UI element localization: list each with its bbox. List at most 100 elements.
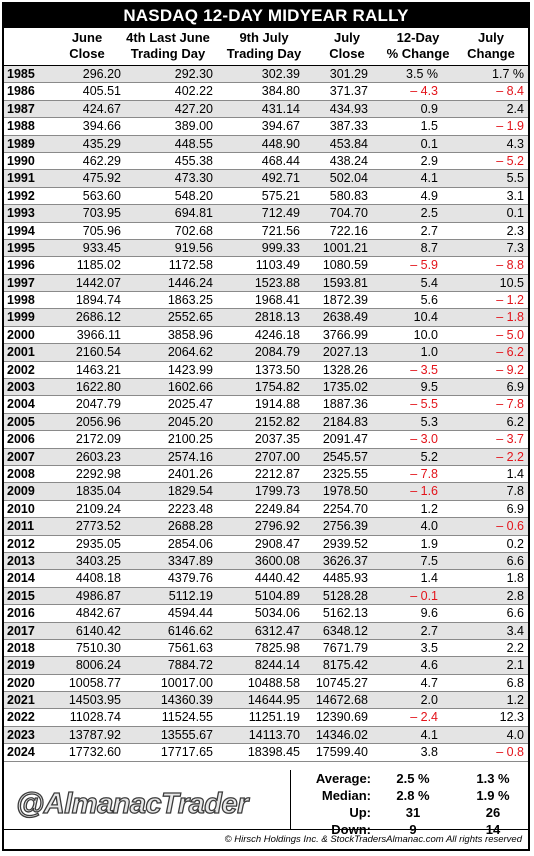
value-cell: 2.7	[420, 223, 438, 238]
column-header-line: 12-Day	[396, 30, 440, 45]
value-cell: 11028.74	[69, 710, 121, 725]
year-cell: 2018	[7, 640, 35, 655]
value-cell: 475.92	[82, 171, 121, 186]
table-row: 2005 2056.96 2045.20 2152.82 2184.83 5.3 6.2	[4, 413, 528, 432]
value-cell: 3.5 %	[406, 67, 438, 81]
value-cell: – 3.0	[410, 432, 438, 447]
value-cell: 462.29	[82, 153, 121, 168]
value-cell: 389.00	[174, 119, 213, 134]
value-cell: 3858.96	[167, 327, 213, 342]
value-cell: 2756.39	[322, 519, 368, 534]
value-cell: 8006.24	[75, 658, 121, 673]
value-cell: 4.6	[420, 658, 438, 673]
value-cell: 1446.24	[167, 275, 213, 290]
value-cell: – 4.3	[410, 84, 438, 99]
value-cell: 575.21	[261, 188, 300, 203]
value-cell: 3.1	[506, 188, 524, 203]
year-cell: 2021	[7, 693, 35, 708]
value-cell: 492.71	[261, 171, 300, 186]
value-cell: 2688.28	[167, 519, 213, 534]
value-cell: 0.1	[420, 136, 438, 151]
summary-value-july: 1.3 %	[476, 771, 510, 786]
value-cell: 7510.30	[75, 640, 121, 655]
table-row: 2017 6140.42 6146.62 6312.47 6348.12 2.7 3.4	[4, 622, 528, 640]
value-cell: 6.6	[506, 606, 524, 621]
value-cell: – 8.8	[496, 258, 524, 273]
year-cell: 1990	[7, 153, 35, 168]
value-cell: 580.83	[329, 188, 368, 203]
value-cell: 1968.41	[254, 293, 300, 308]
value-cell: 7561.63	[167, 640, 213, 655]
value-cell: 453.84	[329, 136, 368, 151]
value-cell: 4842.67	[75, 606, 121, 621]
value-cell: 455.38	[174, 153, 213, 168]
column-header-line: Trading Day	[130, 46, 206, 61]
value-cell: 4440.42	[254, 571, 300, 586]
value-cell: 2100.25	[167, 432, 213, 447]
value-cell: 1887.36	[322, 397, 368, 412]
year-cell: 2003	[7, 380, 35, 395]
value-cell: 6312.47	[254, 623, 300, 638]
value-cell: 705.96	[82, 223, 121, 238]
value-cell: 14360.39	[160, 693, 213, 708]
year-cell: 2017	[7, 623, 35, 638]
value-cell: – 7.8	[496, 397, 524, 412]
table-row: 1994 705.96 702.68 721.56 722.16 2.7 2.3	[4, 222, 528, 240]
table-row: 2012 2935.05 2854.06 2908.47 2939.52 1.9 0.2	[4, 535, 528, 553]
value-cell: 5162.13	[322, 606, 368, 621]
value-cell: – 8.4	[496, 84, 524, 99]
value-cell: 6.9	[506, 501, 524, 516]
summary-value-12day: 2.8 %	[396, 788, 430, 803]
value-cell: 10.5	[499, 275, 524, 290]
year-cell: 2016	[7, 606, 35, 621]
value-cell: 1.9	[420, 536, 438, 551]
value-cell: 563.60	[82, 188, 121, 203]
value-cell: 5.3	[420, 414, 438, 429]
value-cell: 402.22	[174, 84, 213, 99]
column-header-line: % Change	[386, 46, 450, 61]
year-cell: 2007	[7, 449, 35, 464]
value-cell: 2638.49	[322, 310, 368, 325]
table-row: 2007 2603.23 2574.16 2707.00 2545.57 5.2 – 2.2	[4, 448, 528, 466]
year-cell: 1995	[7, 240, 35, 255]
year-cell: 1987	[7, 101, 35, 116]
table-row: 1992 563.60 548.20 575.21 580.83 4.9 3.1	[4, 187, 528, 206]
table-row: 2002 1463.21 1423.99 1373.50 1328.26 – 3.5 – 9…	[4, 361, 528, 380]
value-cell: 4.1	[420, 727, 438, 742]
value-cell: 2064.62	[167, 345, 213, 360]
value-cell: 694.81	[174, 206, 213, 221]
value-cell: 302.39	[261, 67, 300, 81]
value-cell: 1.7 %	[492, 67, 524, 81]
value-cell: 704.70	[329, 206, 368, 221]
value-cell: 296.20	[82, 67, 121, 81]
year-cell: 1999	[7, 310, 35, 325]
value-cell: 702.68	[174, 223, 213, 238]
value-cell: 448.55	[174, 136, 213, 151]
value-cell: 6.6	[506, 553, 524, 568]
column-header: 12-Day% Change	[382, 30, 454, 62]
column-header-line: Close	[69, 46, 105, 61]
column-header-line: July	[477, 30, 504, 45]
value-cell: 1463.21	[75, 362, 121, 377]
value-cell: 7825.98	[254, 640, 300, 655]
column-header-line: 9th July	[239, 30, 289, 45]
value-cell: 1.0	[420, 345, 438, 360]
value-cell: 2908.47	[254, 536, 300, 551]
summary-row: Average: 2.5 % 1.3 %	[291, 770, 528, 787]
value-cell: – 5.2	[496, 153, 524, 168]
value-cell: 2109.24	[75, 501, 121, 516]
value-cell: 5.2	[420, 449, 438, 464]
value-cell: 4.3	[506, 136, 524, 151]
table-row: 2001 2160.54 2064.62 2084.79 2027.13 1.0 – 6.2	[4, 344, 528, 362]
value-cell: 4.7	[420, 675, 438, 690]
value-cell: 14503.95	[68, 693, 121, 708]
year-cell: 2019	[7, 658, 35, 673]
year-cell: 1996	[7, 258, 35, 273]
value-cell: 2223.48	[167, 501, 213, 516]
value-cell: 2037.35	[254, 432, 300, 447]
value-cell: 1.5	[420, 119, 438, 134]
value-cell: 4986.87	[75, 588, 121, 603]
table-row: 2010 2109.24 2223.48 2249.84 2254.70 1.2 6.9	[4, 500, 528, 519]
value-cell: 434.93	[329, 101, 368, 116]
value-cell: 1622.80	[75, 380, 121, 395]
